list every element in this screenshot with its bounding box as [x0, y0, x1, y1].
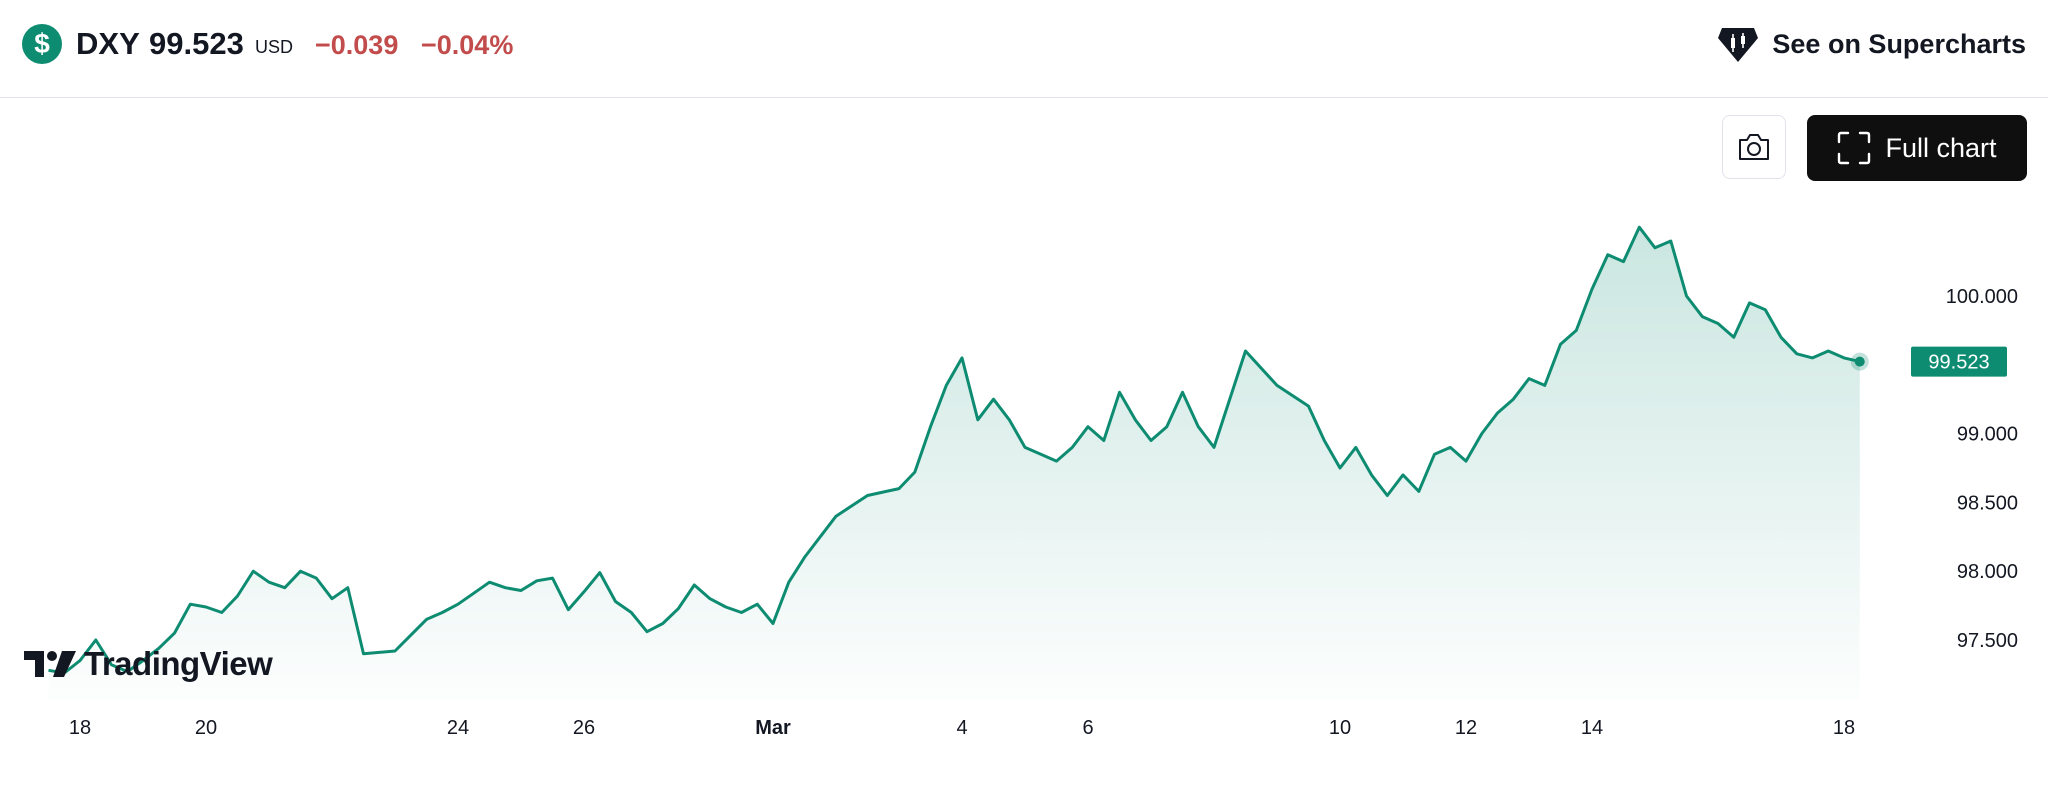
tradingview-logo-icon — [24, 651, 76, 677]
x-tick-label: 20 — [195, 717, 217, 739]
x-tick-label: 12 — [1455, 717, 1477, 739]
camera-icon — [1739, 134, 1769, 160]
symbol-price: 99.523 — [149, 26, 244, 61]
tradingview-logo-text: TradingView — [84, 645, 273, 682]
fullscreen-icon — [1838, 131, 1871, 165]
dollar-icon: $ — [22, 24, 62, 64]
y-tick-label: 100.000 — [1946, 286, 2018, 308]
snapshot-button[interactable] — [1722, 115, 1786, 179]
x-tick-label: 4 — [956, 717, 967, 739]
y-tick-label: 99.000 — [1957, 424, 2018, 446]
see-on-supercharts-link[interactable]: See on Supercharts — [1716, 24, 2026, 64]
supercharts-label: See on Supercharts — [1772, 28, 2026, 59]
x-tick-label: 24 — [447, 717, 469, 739]
price-line — [48, 225, 1861, 675]
last-value-label: 99.523 — [1928, 352, 1989, 374]
symbol-name[interactable]: DXY — [76, 26, 140, 61]
price-change-percent: −0.04% — [421, 30, 514, 60]
x-tick-label: 6 — [1082, 717, 1093, 739]
full-chart-button[interactable]: Full chart — [1807, 115, 2027, 181]
symbol-header: $ DXY 99.523 USD −0.039 −0.04% See on Su… — [0, 0, 2048, 98]
x-tick-label: 18 — [69, 717, 91, 739]
price-change: −0.039 — [315, 30, 399, 60]
x-tick-label: Mar — [755, 717, 791, 739]
last-value-badge — [1911, 346, 2007, 377]
tradingview-logo[interactable]: TradingView — [24, 645, 273, 683]
tradingview-diamond-icon — [1718, 28, 1759, 62]
x-tick-label: 18 — [1833, 717, 1855, 739]
full-chart-label: Full chart — [1885, 132, 1997, 163]
price-area-fill — [48, 227, 1860, 700]
x-tick-label: 10 — [1329, 717, 1351, 739]
x-tick-label: 26 — [573, 717, 595, 739]
x-tick-label: 14 — [1581, 717, 1603, 739]
y-tick-label: 98.000 — [1957, 561, 2018, 583]
y-tick-label: 97.500 — [1957, 630, 2018, 652]
symbol-currency: USD — [255, 37, 294, 57]
y-tick-label: 98.500 — [1957, 492, 2018, 514]
last-point-marker — [1854, 356, 1865, 367]
